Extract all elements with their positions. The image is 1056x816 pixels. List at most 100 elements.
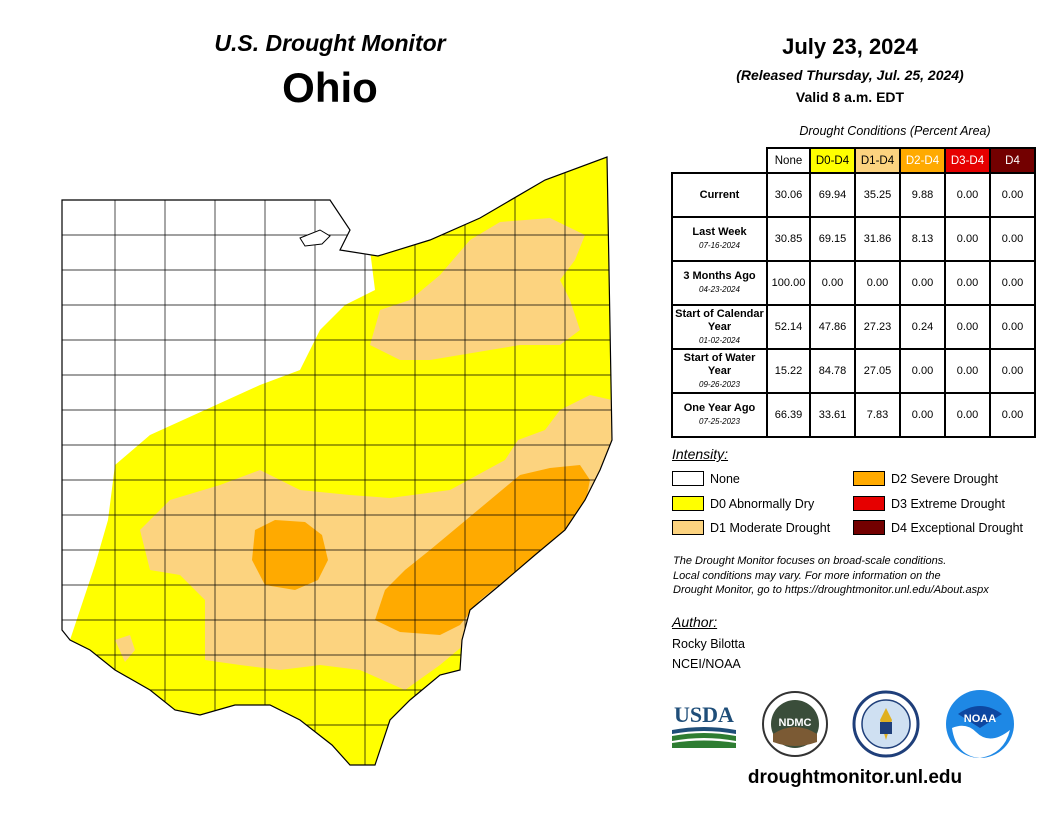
legend-item-none: None	[672, 471, 740, 486]
svg-text:NDMC: NDMC	[779, 717, 812, 729]
table-cell: 52.14	[766, 304, 811, 350]
table-cell: 0.24	[899, 304, 946, 350]
doc-seal-logo-icon	[852, 690, 920, 758]
valid-time: Valid 8 a.m. EDT	[795, 89, 905, 105]
info-note: The Drought Monitor focuses on broad-sca…	[673, 554, 1043, 598]
table-cell: 0.00	[899, 260, 946, 306]
region-d1-north	[370, 218, 585, 360]
table-row-last-week: Last Week 07-16-2024 30.85 69.15 31.86 8.…	[671, 216, 1036, 262]
table-cell: 0.00	[989, 392, 1036, 438]
table-cell: 27.05	[854, 348, 901, 394]
drought-conditions-table: None D0-D4 D1-D4 D2-D4 D3-D4 D4 Current …	[671, 147, 1036, 438]
legend-label: D4 Exceptional Drought	[891, 520, 1024, 535]
table-cell: 0.00	[899, 348, 946, 394]
table-cell: 0.00	[944, 392, 991, 438]
column-header-none: None	[766, 147, 811, 174]
legend-swatch	[853, 471, 885, 486]
table-cell: 9.88	[899, 172, 946, 218]
legend-swatch	[672, 520, 704, 535]
ohio-drought-map	[61, 156, 613, 766]
table-corner	[672, 148, 768, 174]
table-cell: 0.00	[944, 216, 991, 262]
note-line: Local conditions may vary. For more info…	[673, 569, 941, 582]
note-line: The Drought Monitor focuses on broad-sca…	[673, 555, 947, 567]
legend-swatch	[853, 520, 885, 535]
usda-logo-icon: USDA	[672, 702, 736, 748]
table-cell: 100.00	[766, 260, 811, 306]
table-cell: 0.00	[989, 172, 1036, 218]
legend-label: D3 Extreme Drought	[891, 496, 1005, 511]
noaa-logo-icon: NOAA	[946, 690, 1014, 758]
legend-label: D1 Moderate Drought	[710, 520, 831, 535]
table-cell: 66.39	[766, 392, 811, 438]
column-header-d2-d4: D2-D4	[899, 147, 946, 174]
table-cell: 0.00	[809, 260, 856, 306]
table-cell: 69.15	[809, 216, 856, 262]
region-d2-central	[252, 520, 328, 590]
table-cell: 15.22	[766, 348, 811, 394]
author-name: Rocky Bilotta	[672, 637, 745, 651]
column-header-d4: D4	[989, 147, 1036, 174]
table-cell: 0.00	[989, 260, 1036, 306]
legend-swatch	[853, 496, 885, 511]
state-name: Ohio	[282, 64, 378, 111]
legend-item-d3: D3 Extreme Drought	[853, 496, 1005, 511]
column-header-d3-d4: D3-D4	[944, 147, 991, 174]
table-cell: 0.00	[854, 260, 901, 306]
legend-item-d2: D2 Severe Drought	[853, 471, 998, 486]
row-label: One Year Ago 07-25-2023	[671, 392, 768, 438]
table-row-current: Current 30.06 69.94 35.25 9.88 0.00 0.00	[671, 172, 1036, 218]
table-cell: 0.00	[944, 260, 991, 306]
table-row-3-months-ago: 3 Months Ago 04-23-2024 100.00 0.00 0.00 …	[671, 260, 1036, 306]
table-header-row: None D0-D4 D1-D4 D2-D4 D3-D4 D4	[672, 147, 1036, 174]
map-date: July 23, 2024	[782, 34, 918, 59]
table-cell: 35.25	[854, 172, 901, 218]
table-cell: 69.94	[809, 172, 856, 218]
region-d1	[140, 395, 612, 690]
table-cell: 0.00	[899, 392, 946, 438]
table-cell: 0.00	[989, 348, 1036, 394]
column-header-d0-d4: D0-D4	[809, 147, 856, 174]
release-date: (Released Thursday, Jul. 25, 2024)	[736, 67, 964, 83]
author-heading: Author:	[672, 614, 718, 630]
table-cell: 33.61	[809, 392, 856, 438]
map-title: U.S. Drought Monitor	[214, 30, 446, 56]
legend-label: D0 Abnormally Dry	[710, 496, 815, 511]
table-cell: 30.85	[766, 216, 811, 262]
legend-swatch	[672, 496, 704, 511]
table-cell: 84.78	[809, 348, 856, 394]
table-cell: 7.83	[854, 392, 901, 438]
legend-title: Intensity:	[672, 446, 729, 462]
table-cell: 27.23	[854, 304, 901, 350]
column-header-d1-d4: D1-D4	[854, 147, 901, 174]
row-label: Current	[671, 172, 768, 218]
ohio-outline	[61, 156, 613, 766]
row-label: 3 Months Ago 04-23-2024	[671, 260, 768, 306]
table-cell: 0.00	[944, 304, 991, 350]
legend-swatch	[672, 471, 704, 486]
table-cell: 0.00	[989, 216, 1036, 262]
legend-item-d4: D4 Exceptional Drought	[853, 520, 1023, 535]
row-label: Start of Calendar Year 01-02-2024	[671, 304, 768, 350]
legend-label: None	[710, 471, 740, 486]
table-cell: 8.13	[899, 216, 946, 262]
table-cell: 30.06	[766, 172, 811, 218]
table-cell: 31.86	[854, 216, 901, 262]
table-row-start-of-water-year: Start of Water Year 09-26-2023 15.22 84.7…	[671, 348, 1036, 394]
table-row-one-year-ago: One Year Ago 07-25-2023 66.39 33.61 7.83 …	[671, 392, 1036, 438]
legend-label: D2 Severe Drought	[891, 471, 999, 486]
svg-text:USDA: USDA	[674, 702, 734, 727]
ndmc-logo-icon: NDMC	[762, 691, 828, 757]
table-caption: Drought Conditions (Percent Area)	[799, 124, 991, 138]
note-line: Drought Monitor, go to https://droughtmo…	[673, 584, 989, 596]
svg-text:NOAA: NOAA	[964, 713, 996, 725]
author-org: NCEI/NOAA	[672, 657, 741, 671]
website-link[interactable]: droughtmonitor.unl.edu	[747, 767, 963, 788]
row-label: Last Week 07-16-2024	[671, 216, 768, 262]
table-cell: 47.86	[809, 304, 856, 350]
legend-item-d1: D1 Moderate Drought	[672, 520, 830, 535]
legend-item-d0: D0 Abnormally Dry	[672, 496, 814, 511]
table-cell: 0.00	[989, 304, 1036, 350]
table-cell: 0.00	[944, 348, 991, 394]
table-cell: 0.00	[944, 172, 991, 218]
